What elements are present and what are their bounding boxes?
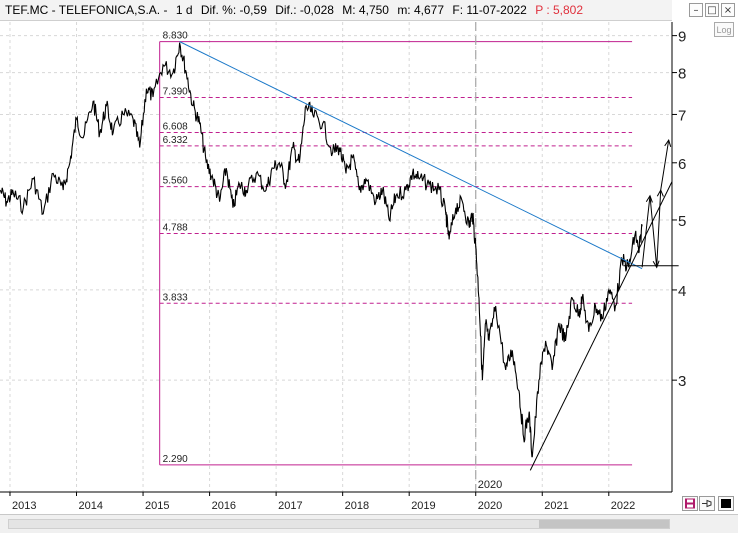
x-tick-label: 2018 xyxy=(345,500,369,512)
dif-pct-label: Dif. %: -0,59 xyxy=(200,3,267,17)
fib-level-label: 7.390 xyxy=(163,86,188,97)
x-tick-label: 2013 xyxy=(12,500,36,512)
y-tick-label: 4 xyxy=(678,283,686,300)
dif-label: Dif.: -0,028 xyxy=(275,3,334,17)
bottom-bar xyxy=(0,514,738,533)
projection-arrowhead xyxy=(645,194,653,203)
y-tick-label: 7 xyxy=(678,107,686,124)
price-label: P : 5,802 xyxy=(535,3,584,17)
date-label: F: 11-07-2022 xyxy=(452,3,527,17)
x-tick-label: 2019 xyxy=(411,500,435,512)
projection-path xyxy=(641,140,670,268)
projection-arrowhead xyxy=(652,260,660,269)
max-label: M: 4,750 xyxy=(342,3,389,17)
fib-level-label: 2.290 xyxy=(163,454,188,465)
price-line xyxy=(0,42,643,458)
min-label: m: 4,677 xyxy=(397,3,445,17)
color-button[interactable] xyxy=(718,496,734,511)
trendline-uptrend xyxy=(529,181,673,471)
scrollbar-thumb[interactable] xyxy=(539,520,669,528)
x-tick-label: 2017 xyxy=(278,500,302,512)
x-tick-label: 2022 xyxy=(611,500,635,512)
price-series xyxy=(0,42,643,458)
horizontal-scrollbar[interactable] xyxy=(8,519,670,529)
log-scale-button[interactable]: Log xyxy=(714,22,734,37)
grid xyxy=(0,22,672,492)
minimize-button[interactable]: – xyxy=(689,3,703,17)
fib-level-label: 6.332 xyxy=(163,135,188,146)
floppy-disk-icon xyxy=(685,498,695,509)
axes: 3 4 5 6 7 8 9 2013 2014 2015 2016 2017 2018 2019 2020 2… xyxy=(0,22,686,512)
color-swatch-icon xyxy=(721,499,731,508)
projection-arrowhead xyxy=(656,188,664,197)
x-tick-label: 2016 xyxy=(212,500,236,512)
timeframe-label: 1 d xyxy=(175,3,193,17)
fib-level-label: 8.830 xyxy=(163,31,188,42)
year-marker: 2020 xyxy=(475,22,502,492)
marker-label: 2020 xyxy=(478,479,502,491)
fib-level-label: 3.833 xyxy=(163,292,188,303)
pin-icon xyxy=(702,499,712,508)
y-tick-label: 3 xyxy=(678,373,686,390)
pin-button[interactable] xyxy=(699,496,715,511)
chart-header: TEF.MC - TELEFONICA,S.A. - 1 d Dif. %: -… xyxy=(0,0,672,21)
close-button[interactable]: × xyxy=(721,3,735,17)
y-tick-label: 8 xyxy=(678,66,686,83)
x-tick-label: 2014 xyxy=(79,500,103,512)
trendline-downtrend xyxy=(179,41,643,270)
save-button[interactable] xyxy=(682,496,698,511)
restore-button[interactable]: □ xyxy=(705,3,719,17)
fibonacci-retracement: 8.830 7.390 6.608 6.332 5.560 4.788 3.833 2.290 xyxy=(159,31,633,466)
x-tick-label: 2021 xyxy=(544,500,568,512)
fib-level-label: 5.560 xyxy=(163,176,188,187)
trendlines xyxy=(179,41,679,471)
y-tick-label: 5 xyxy=(678,213,686,230)
x-tick-label: 2015 xyxy=(145,500,169,512)
x-tick-label: 2020 xyxy=(478,500,502,512)
projection-arrowhead xyxy=(664,138,672,147)
fib-level-label: 6.608 xyxy=(163,122,188,133)
y-tick-label: 6 xyxy=(678,156,686,173)
y-tick-label: 9 xyxy=(678,29,686,46)
symbol-label: TEF.MC - TELEFONICA,S.A. - xyxy=(5,3,168,17)
fib-level-label: 4.788 xyxy=(163,223,188,234)
